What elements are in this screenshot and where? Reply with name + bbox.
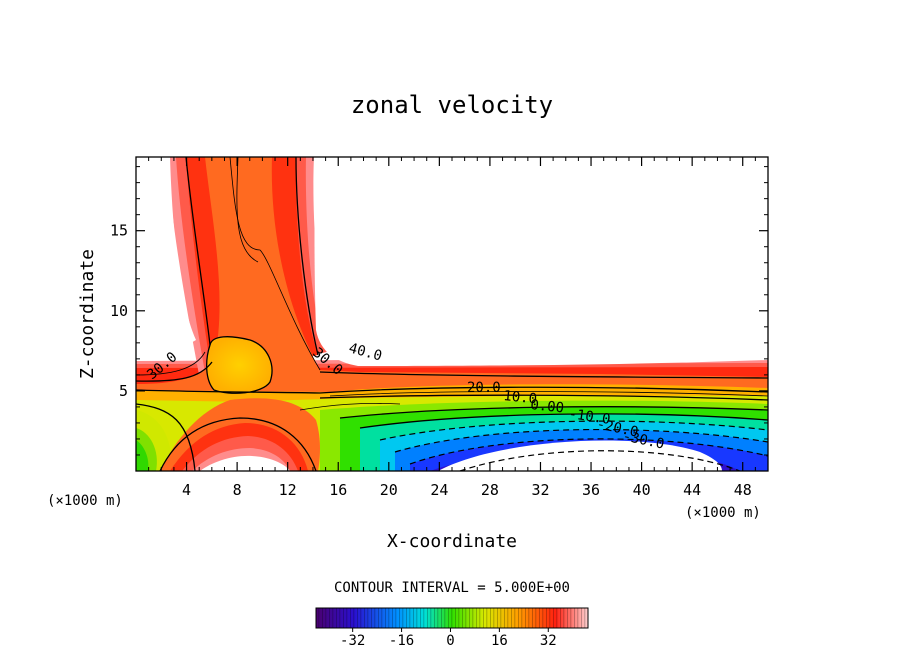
x-tick-label: 36: [582, 481, 600, 499]
contour-label: 0.00: [530, 397, 565, 416]
y-tick-label: 10: [110, 302, 128, 320]
y-axis-minor-ticks: [136, 166, 768, 456]
colorbar-tick-label: 0: [446, 633, 454, 649]
contour-label: 20.0: [467, 380, 501, 396]
x-unit-right: (×1000 m): [685, 505, 761, 521]
x-tick-label: 12: [279, 481, 297, 499]
colorbar-tick-label: 32: [540, 633, 557, 649]
x-tick-label: 24: [430, 481, 448, 499]
contour-label: 10.0: [503, 388, 538, 407]
contour-field: [136, 157, 768, 471]
x-tick-label: 32: [531, 481, 549, 499]
x-axis-label: X-coordinate: [387, 531, 517, 552]
x-tick-label: 28: [481, 481, 499, 499]
x-tick-label: 44: [683, 481, 701, 499]
x-axis-ticks: 4 8 12 16 20 24 28 32 36 40 44 48: [182, 157, 752, 499]
colorbar: -32 -16 0 16 32: [315, 607, 589, 649]
contour-interval-text: CONTOUR INTERVAL = 5.000E+00: [334, 580, 570, 596]
x-tick-label: 48: [734, 481, 752, 499]
colorbar-tick-label: 16: [491, 633, 508, 649]
x-tick-label: 40: [633, 481, 651, 499]
x-tick-label: 4: [182, 481, 191, 499]
chart-title: zonal velocity: [351, 91, 553, 119]
x-unit-left: (×1000 m): [47, 493, 123, 509]
y-tick-label: 15: [110, 222, 128, 240]
y-axis-label: Z-coordinate: [77, 249, 98, 379]
colorbar-tick-label: -16: [389, 633, 414, 649]
x-tick-label: 20: [380, 481, 398, 499]
blank-lower-right: [438, 440, 722, 471]
y-tick-label: 5: [119, 382, 128, 400]
blank-upper-left: [136, 157, 196, 356]
blank-lower-left: [200, 455, 290, 471]
x-tick-label: 16: [329, 481, 347, 499]
y-axis-ticks: 5 10 15: [110, 222, 768, 400]
colorbar-tick-label: -32: [340, 633, 365, 649]
contour-label: -10.0: [567, 406, 611, 428]
x-tick-label: 8: [233, 481, 242, 499]
blank-upper-right: [314, 157, 768, 366]
x-axis-minor-ticks: [148, 157, 756, 471]
yellow-core: [206, 336, 272, 394]
